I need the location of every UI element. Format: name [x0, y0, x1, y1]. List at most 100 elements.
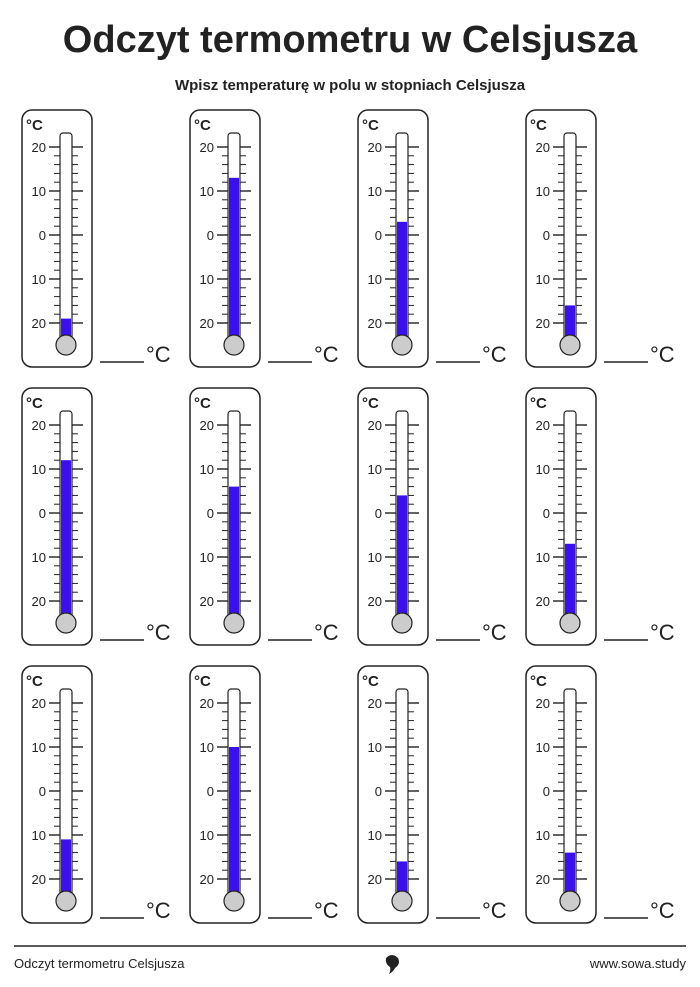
- bulb: [55, 890, 77, 912]
- scale-label: 10: [200, 462, 214, 477]
- scale-label: 10: [200, 272, 214, 287]
- scale-label: 10: [368, 740, 382, 755]
- scale-label: 20: [32, 316, 46, 331]
- scale-label: 0: [207, 506, 214, 521]
- unit-label: °C: [194, 117, 211, 134]
- bulb: [55, 612, 77, 634]
- mercury: [229, 486, 239, 618]
- unit-label: °C: [362, 673, 379, 690]
- subtitle: Wpisz temperaturę w polu w stopniach Cel…: [175, 77, 526, 94]
- scale-label: 10: [536, 184, 550, 199]
- unit-label: °C: [362, 117, 379, 134]
- bulb: [223, 890, 245, 912]
- bulb: [223, 334, 245, 356]
- scale-label: 10: [32, 740, 46, 755]
- answer-unit: °C: [314, 620, 339, 645]
- scale-label: 0: [39, 506, 46, 521]
- unit-label: °C: [194, 395, 211, 412]
- tube: [59, 132, 73, 344]
- scale-label: 0: [375, 228, 382, 243]
- answer-unit: °C: [314, 898, 339, 923]
- answer-unit: °C: [146, 342, 171, 367]
- unit-label: °C: [194, 673, 211, 690]
- bulb: [223, 612, 245, 634]
- bulb: [559, 612, 581, 634]
- thermometer-frame: [189, 665, 261, 924]
- scale-label: 0: [375, 784, 382, 799]
- unit-label: °C: [530, 673, 547, 690]
- scale-label: 10: [536, 828, 550, 843]
- scale-label: 10: [32, 272, 46, 287]
- scale-label: 20: [32, 696, 46, 711]
- scale-label: 10: [536, 550, 550, 565]
- mercury: [397, 495, 407, 618]
- scale-label: 10: [32, 462, 46, 477]
- scale-label: 10: [32, 550, 46, 565]
- footer-logo: [385, 955, 399, 974]
- unit-label: °C: [26, 117, 43, 134]
- answer-unit: °C: [650, 342, 675, 367]
- bulb: [55, 334, 77, 356]
- scale-label: 20: [368, 316, 382, 331]
- scale-label: 10: [32, 828, 46, 843]
- mercury: [229, 177, 239, 340]
- unit-label: °C: [26, 395, 43, 412]
- thermometer-frame: [525, 109, 597, 368]
- answer-unit: °C: [314, 342, 339, 367]
- scale-label: 0: [543, 784, 550, 799]
- bulb: [391, 890, 413, 912]
- mercury: [565, 305, 575, 340]
- thermometer-frame: [21, 387, 93, 646]
- scale-label: 20: [32, 418, 46, 433]
- scale-label: 20: [32, 140, 46, 155]
- thermometer-frame: [357, 387, 429, 646]
- scale-label: 10: [536, 272, 550, 287]
- title: Odczyt termometru w Celsjusza: [63, 19, 638, 61]
- scale-label: 10: [368, 462, 382, 477]
- scale-label: 10: [536, 740, 550, 755]
- mercury: [61, 318, 71, 340]
- thermometer-frame: [357, 665, 429, 924]
- scale-label: 10: [200, 184, 214, 199]
- scale-label: 20: [200, 696, 214, 711]
- scale-label: 0: [207, 784, 214, 799]
- bulb: [391, 612, 413, 634]
- thermometer-frame: [525, 387, 597, 646]
- scale-label: 10: [368, 828, 382, 843]
- thermometer-frame: [525, 665, 597, 924]
- thermometer-frame: [189, 387, 261, 646]
- mercury: [397, 221, 407, 340]
- mercury: [61, 839, 71, 896]
- mercury: [397, 861, 407, 896]
- scale-label: 0: [207, 228, 214, 243]
- mercury: [565, 852, 575, 896]
- unit-label: °C: [362, 395, 379, 412]
- scale-label: 20: [368, 594, 382, 609]
- thermometer-frame: [189, 109, 261, 368]
- scale-label: 10: [32, 184, 46, 199]
- scale-label: 20: [200, 594, 214, 609]
- unit-label: °C: [530, 395, 547, 412]
- bulb: [559, 890, 581, 912]
- scale-label: 20: [536, 418, 550, 433]
- scale-label: 10: [200, 740, 214, 755]
- answer-unit: °C: [146, 620, 171, 645]
- scale-label: 10: [200, 550, 214, 565]
- mercury: [61, 460, 71, 618]
- footer-left: Odczyt termometru Celsjusza: [14, 956, 185, 971]
- answer-unit: °C: [650, 620, 675, 645]
- unit-label: °C: [530, 117, 547, 134]
- scale-label: 0: [375, 506, 382, 521]
- thermometer-frame: [21, 109, 93, 368]
- scale-label: 20: [368, 140, 382, 155]
- scale-label: 20: [200, 316, 214, 331]
- answer-unit: °C: [482, 620, 507, 645]
- scale-label: 20: [536, 594, 550, 609]
- scale-label: 0: [39, 784, 46, 799]
- scale-label: 20: [536, 872, 550, 887]
- scale-label: 20: [536, 316, 550, 331]
- scale-label: 20: [200, 140, 214, 155]
- scale-label: 20: [368, 696, 382, 711]
- scale-label: 10: [200, 828, 214, 843]
